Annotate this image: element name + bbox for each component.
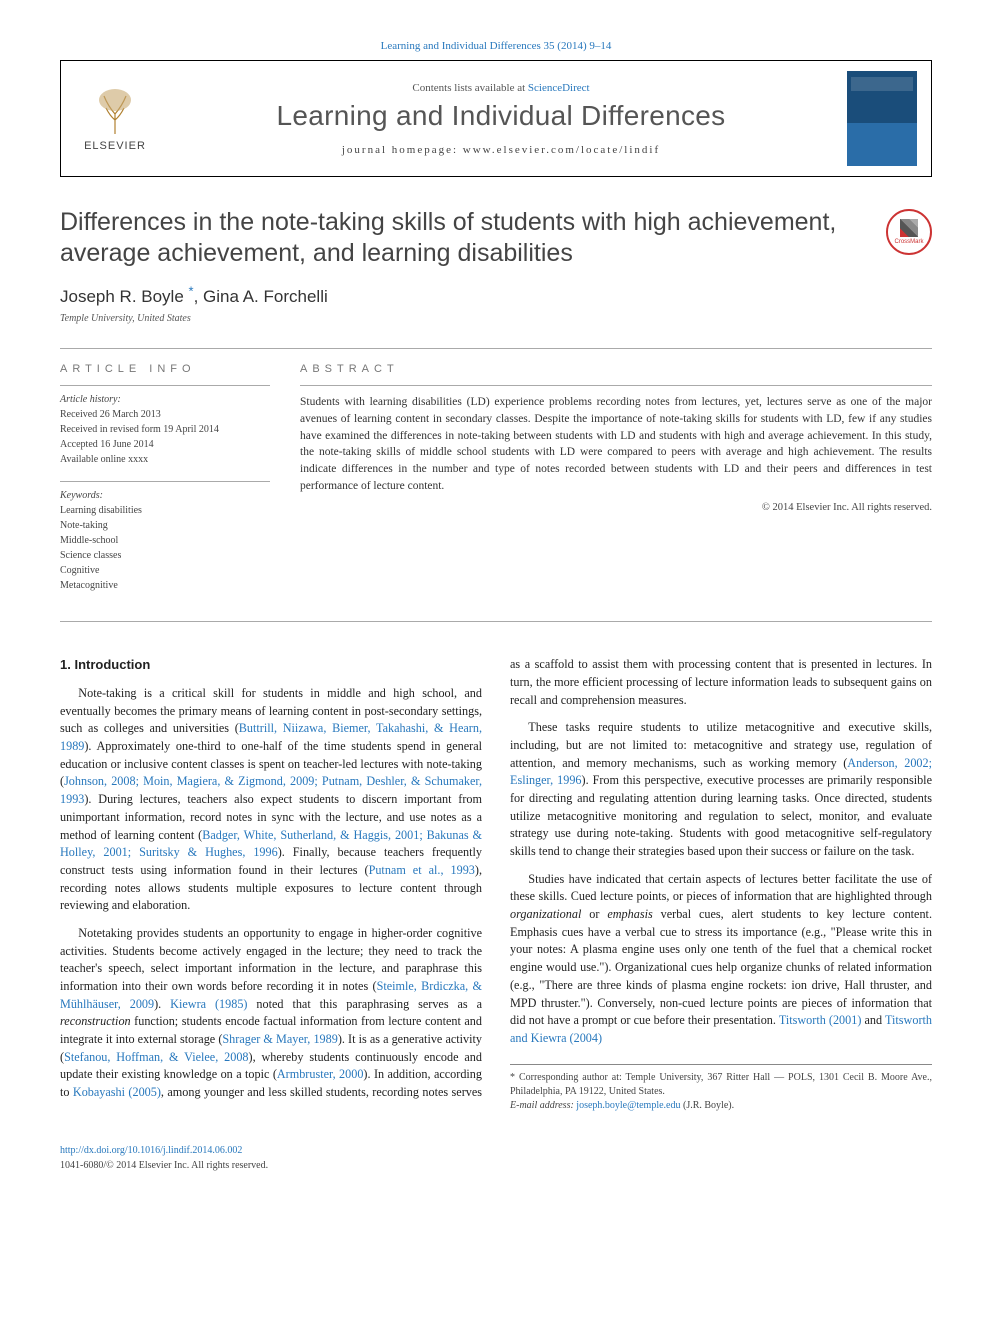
contents-available-line: Contents lists available at ScienceDirec… — [155, 82, 847, 94]
elsevier-tree-icon — [90, 86, 140, 136]
doi-link[interactable]: http://dx.doi.org/10.1016/j.lindif.2014.… — [60, 1143, 932, 1158]
journal-name: Learning and Individual Differences — [155, 100, 847, 132]
homepage-prefix: journal homepage: — [342, 144, 463, 156]
sciencedirect-link[interactable]: ScienceDirect — [528, 82, 590, 94]
citation-link[interactable]: Putnam et al., 1993 — [369, 863, 475, 877]
authors: Joseph R. Boyle *, Gina A. Forchelli — [60, 284, 932, 308]
page: Learning and Individual Differences 35 (… — [0, 0, 992, 1203]
citation-link[interactable]: Kobayashi (2005) — [73, 1085, 161, 1099]
body-text: 1. Introduction Note-taking is a critica… — [60, 656, 932, 1112]
citation-link[interactable]: Stefanou, Hoffman, & Vielee, 2008 — [64, 1050, 248, 1064]
corresponding-author-footnote: * Corresponding author at: Temple Univer… — [510, 1064, 932, 1113]
body-paragraph: Studies have indicated that certain aspe… — [510, 871, 932, 1048]
abstract-text: Students with learning disabilities (LD)… — [300, 385, 932, 494]
body-paragraph: These tasks require students to utilize … — [510, 719, 932, 861]
article-title: Differences in the note-taking skills of… — [60, 207, 870, 270]
keyword: Science classes — [60, 548, 270, 563]
homepage-url[interactable]: www.elsevier.com/locate/lindif — [463, 144, 660, 156]
article-info-head: article info — [60, 363, 270, 375]
author-names[interactable]: Joseph R. Boyle *, Gina A. Forchelli — [60, 287, 328, 306]
keywords-label: Keywords: — [60, 488, 270, 503]
contents-prefix: Contents lists available at — [412, 82, 527, 94]
section-heading-intro: 1. Introduction — [60, 656, 482, 675]
body-paragraph: Note-taking is a critical skill for stud… — [60, 685, 482, 915]
crossmark-icon — [900, 219, 918, 237]
article-history-block: Article history: Received 26 March 2013 … — [60, 385, 270, 467]
keywords-block: Keywords: Learning disabilities Note-tak… — [60, 481, 270, 593]
publisher-name: ELSEVIER — [84, 140, 146, 152]
available-date: Available online xxxx — [60, 452, 270, 467]
footnote-email: E-mail address: joseph.boyle@temple.edu … — [510, 1099, 932, 1113]
email-link[interactable]: joseph.boyle@temple.edu — [576, 1100, 680, 1111]
history-label: Article history: — [60, 392, 270, 407]
journal-homepage: journal homepage: www.elsevier.com/locat… — [155, 144, 847, 156]
abstract-head: abstract — [300, 363, 932, 375]
citation-link[interactable]: Armbruster, 2000 — [277, 1067, 364, 1081]
received-date: Received 26 March 2013 — [60, 407, 270, 422]
top-citation[interactable]: Learning and Individual Differences 35 (… — [60, 40, 932, 52]
crossmark-badge[interactable]: CrossMark — [886, 209, 932, 255]
journal-cover-thumbnail[interactable] — [847, 71, 917, 166]
abstract-column: abstract Students with learning disabili… — [300, 363, 932, 607]
keyword: Learning disabilities — [60, 503, 270, 518]
divider — [60, 348, 932, 349]
affiliation: Temple University, United States — [60, 313, 932, 324]
page-footer: http://dx.doi.org/10.1016/j.lindif.2014.… — [60, 1143, 932, 1173]
info-abstract-row: article info Article history: Received 2… — [60, 363, 932, 607]
keyword: Middle-school — [60, 533, 270, 548]
header-center: Contents lists available at ScienceDirec… — [155, 82, 847, 156]
crossmark-label: CrossMark — [894, 239, 923, 245]
abstract-copyright: © 2014 Elsevier Inc. All rights reserved… — [300, 502, 932, 513]
divider — [60, 621, 932, 622]
publisher-logo[interactable]: ELSEVIER — [75, 86, 155, 152]
citation-link[interactable]: Shrager & Mayer, 1989 — [222, 1032, 337, 1046]
revised-date: Received in revised form 19 April 2014 — [60, 422, 270, 437]
title-row: Differences in the note-taking skills of… — [60, 207, 932, 270]
keyword: Cognitive — [60, 563, 270, 578]
journal-header: ELSEVIER Contents lists available at Sci… — [60, 60, 932, 177]
accepted-date: Accepted 16 June 2014 — [60, 437, 270, 452]
citation-link[interactable]: Kiewra (1985) — [170, 997, 247, 1011]
citation-link[interactable]: Titsworth (2001) — [779, 1013, 862, 1027]
footnote-corresponding: * Corresponding author at: Temple Univer… — [510, 1071, 932, 1099]
article-info-column: article info Article history: Received 2… — [60, 363, 270, 607]
issn-copyright: 1041-6080/© 2014 Elsevier Inc. All right… — [60, 1158, 932, 1173]
keyword: Metacognitive — [60, 578, 270, 593]
keyword: Note-taking — [60, 518, 270, 533]
